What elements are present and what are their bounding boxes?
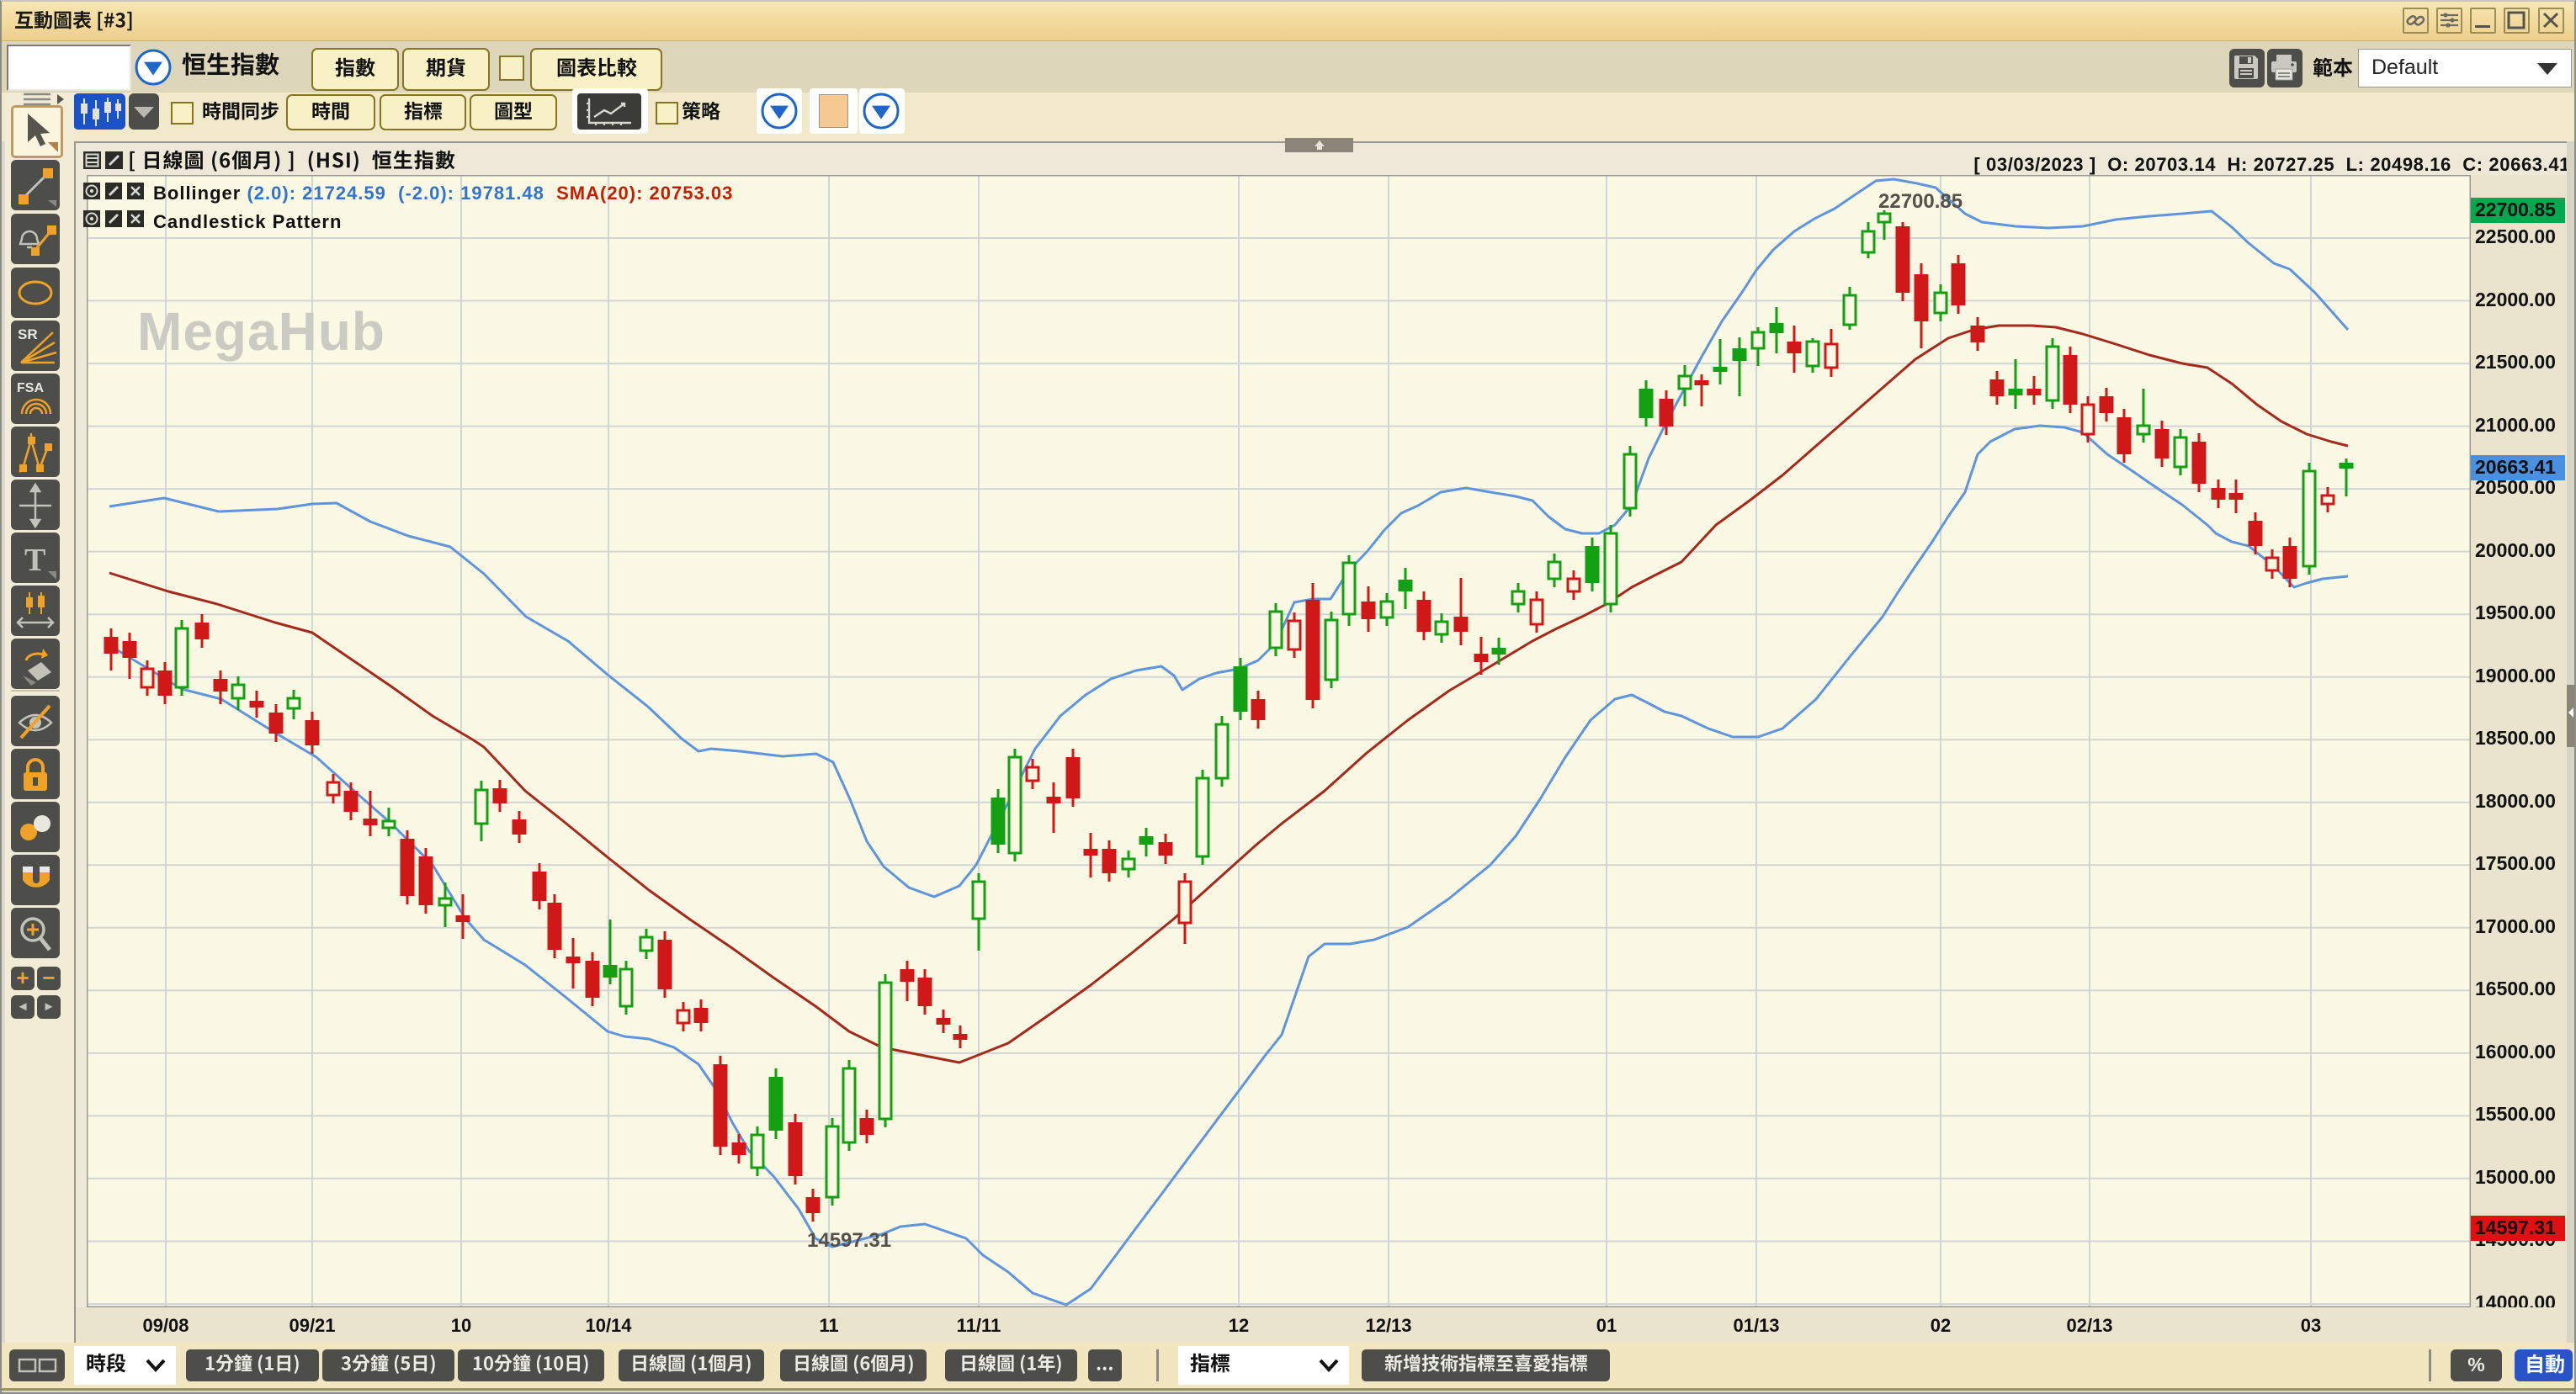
svg-text:FSA: FSA (17, 381, 44, 395)
svg-text:SR: SR (18, 326, 38, 342)
svg-text:MegaHub: MegaHub (137, 301, 385, 362)
svg-text:T: T (24, 543, 45, 578)
svg-text:22700.85: 22700.85 (1878, 190, 1963, 213)
svg-text:14597.31: 14597.31 (807, 1229, 891, 1252)
